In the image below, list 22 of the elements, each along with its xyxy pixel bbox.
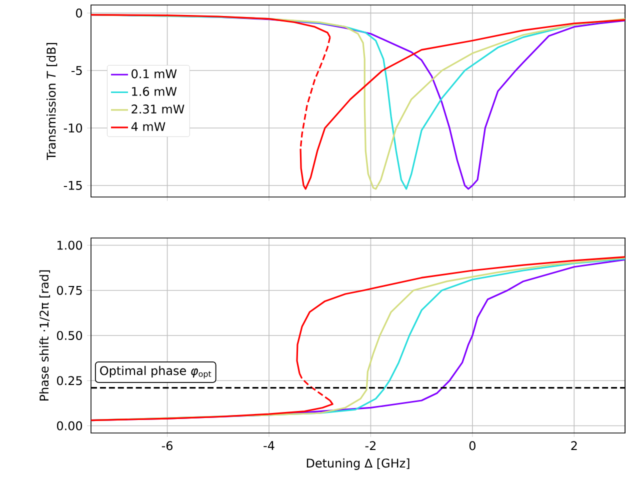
y-axis-title: Phase shift ·1/2π [rad]	[39, 270, 50, 400]
x-tick-label: 0	[469, 441, 476, 450]
y-tick-label: -5	[71, 66, 82, 75]
legend-label: 4 mW	[131, 122, 166, 131]
y-tick-label: 0.25	[56, 376, 82, 386]
y-tick-label: 1.00	[58, 240, 82, 250]
y-tick-label: -15	[64, 181, 82, 190]
x-tick-label: 2	[571, 441, 577, 450]
x-tick-label: -2	[365, 441, 376, 450]
x-tick-label: -4	[264, 441, 274, 450]
y-tick-label: 0.00	[56, 421, 82, 430]
legend-label: 1.6 mW	[132, 86, 177, 96]
y-axis-title: Transmission T [dB]	[46, 43, 58, 160]
legend-label: 0.1 mW	[132, 69, 177, 78]
legend-label: 2.31 mW	[132, 104, 184, 114]
x-tick-label: -6	[162, 441, 173, 450]
y-tick-label: 0	[76, 8, 82, 18]
x-axis-title: Detuning Δ [GHz]	[306, 458, 410, 470]
y-tick-label: -10	[64, 123, 82, 133]
y-tick-label: 0.75	[56, 286, 82, 295]
legend-label: Optimal phase φ$_{opt}$	[100, 366, 212, 378]
y-tick-label: 0.50	[56, 330, 82, 340]
